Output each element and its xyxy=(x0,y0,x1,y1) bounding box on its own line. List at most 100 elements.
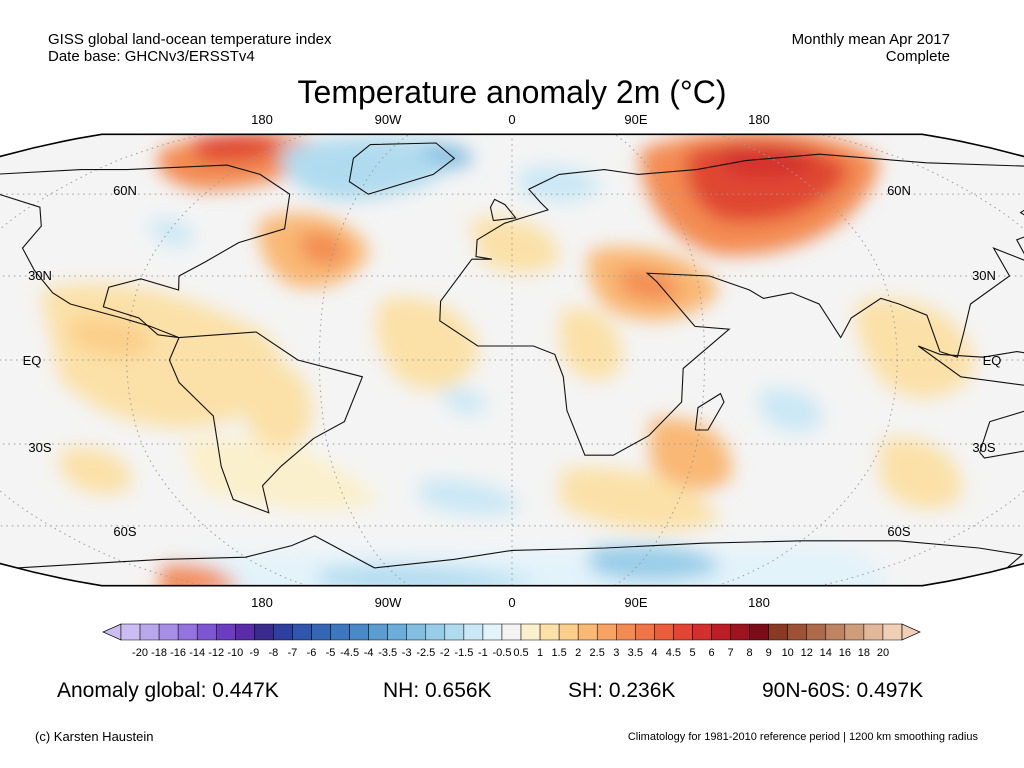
colorbar-tick-label: -18 xyxy=(151,647,167,659)
anomaly-shading xyxy=(40,134,975,586)
lat-label-right: 30S xyxy=(972,440,995,455)
colorbar-tick-label: -5 xyxy=(326,647,336,659)
colorbar-tick-label: -3.5 xyxy=(378,647,397,659)
colorbar-tick-label: -0.5 xyxy=(493,647,512,659)
colorbar-tick-label: -10 xyxy=(227,647,243,659)
colorbar-tick-label: 14 xyxy=(820,647,832,659)
colorbar-swatch xyxy=(273,623,293,641)
coast-antarctica xyxy=(16,535,1024,569)
colorbar-swatch xyxy=(558,623,579,641)
global-anomaly: Anomaly global: 0.447K xyxy=(57,679,279,702)
lat-label-right: 30N xyxy=(972,268,996,283)
graticule xyxy=(0,134,1024,586)
colorbar-swatch xyxy=(844,623,865,641)
colorbar-swatch xyxy=(311,623,331,641)
lat-label-right: EQ xyxy=(983,353,1002,368)
axis-labels: 180 90W 0 90E 180 180 90W 0 90E 180 60N 30N EQ 30S 60S… xyxy=(23,112,1002,610)
colorbar-swatch xyxy=(292,623,312,641)
colorbar-tick-label: 4 xyxy=(651,647,657,659)
colorbar-swatch xyxy=(463,623,484,641)
colorbar-swatch xyxy=(120,623,141,641)
colorbar-tick-label: -4 xyxy=(364,647,374,659)
colorbar-min-arrow xyxy=(102,623,122,641)
colorbar-tick-label: 18 xyxy=(858,647,870,659)
coast-greenland xyxy=(348,142,456,195)
longitude-line xyxy=(125,134,308,586)
lat-label-right: 60N xyxy=(887,183,911,198)
colorbar-swatch xyxy=(520,623,541,641)
colorbar-swatch xyxy=(139,623,160,641)
colorbar-swatch xyxy=(825,623,846,641)
nh-anomaly: NH: 0.656K xyxy=(383,679,492,702)
colorbar-tick-label: -1.5 xyxy=(454,647,473,659)
copyright: (c) Karsten Haustein xyxy=(35,729,154,744)
lat-label-right: 60S xyxy=(887,524,910,539)
coast-africa-europe-asia xyxy=(439,153,1024,456)
colorbar-swatch xyxy=(444,623,465,641)
lon-label-top: 0 xyxy=(508,112,515,127)
colorbar-swatch xyxy=(882,623,903,641)
colorbar-tick-label: 1 xyxy=(537,647,543,659)
lon-label-bottom: 0 xyxy=(508,595,515,610)
lat-label-left: EQ xyxy=(23,353,42,368)
colorbar-swatch xyxy=(235,623,255,641)
colorbar-swatch xyxy=(158,623,179,641)
colorbar-tick-label: 5 xyxy=(689,647,695,659)
colorbar-swatch xyxy=(501,623,522,641)
colorbar-tick-labels: -20 -18 -16 -14 -12 -10 -9 -8 -7 -6 -5 -4.5 -4 -3.5 -3… xyxy=(132,647,889,659)
map-field xyxy=(0,134,1024,586)
coast-australia xyxy=(979,390,1024,467)
coast-south-america xyxy=(168,331,364,514)
colorbar-swatch xyxy=(330,623,350,641)
colorbar-tick-label: -3 xyxy=(402,647,412,659)
coast-uk xyxy=(489,198,517,222)
colorbar-swatch xyxy=(387,623,407,641)
lon-label-top: 90W xyxy=(375,112,402,127)
colorbar-tick-label: 3 xyxy=(613,647,619,659)
colorbar-swatch xyxy=(539,623,560,641)
lon-label-top: 180 xyxy=(748,112,770,127)
sh-anomaly: SH: 0.236K xyxy=(568,679,676,702)
colorbar-swatch xyxy=(577,623,598,641)
colorbar-tick-label: -12 xyxy=(208,647,224,659)
longitude-line xyxy=(0,134,205,586)
colorbar-swatch xyxy=(196,623,217,641)
colorbar-swatch xyxy=(177,623,198,641)
map-title: Temperature anomaly 2m (°C) xyxy=(297,74,727,110)
colorbar-swatch xyxy=(768,623,788,641)
colorbar-swatch xyxy=(806,623,827,641)
colorbar-swatch xyxy=(673,623,693,641)
map-border xyxy=(0,133,1024,587)
colorbar-tick-label: -2 xyxy=(440,647,450,659)
coastlines xyxy=(0,142,1024,569)
lon-label-top: 180 xyxy=(251,112,273,127)
colorbar-swatch xyxy=(692,623,712,641)
colorbar-tick-label: 6 xyxy=(708,647,714,659)
climatology-note: Climatology for 1981-2010 reference peri… xyxy=(627,731,978,743)
colorbar-tick-label: -9 xyxy=(249,647,259,659)
colorbar-swatch xyxy=(787,623,808,641)
colorbar-swatch xyxy=(482,623,503,641)
colorbar-swatch xyxy=(596,623,617,641)
coast-indonesia xyxy=(917,345,1024,386)
coast-madagascar xyxy=(694,392,725,431)
colorbar-tick-label: 1.5 xyxy=(551,647,566,659)
colorbar-swatches xyxy=(102,623,921,641)
colorbar-swatch xyxy=(254,623,274,641)
colorbar-tick-label: -7 xyxy=(288,647,298,659)
colorbar-swatch xyxy=(635,623,655,641)
colorbar-tick-label: 0.5 xyxy=(513,647,528,659)
colorbar-tick-label: -1 xyxy=(478,647,488,659)
colorbar-swatch xyxy=(711,623,731,641)
colorbar-swatch xyxy=(616,623,636,641)
colorbar-tick-label: 3.5 xyxy=(628,647,643,659)
lat-label-left: 60S xyxy=(113,524,136,539)
colorbar-tick-label: -14 xyxy=(189,647,205,659)
longitude-line xyxy=(318,134,410,586)
lat-label-left: 30N xyxy=(28,268,52,283)
lon-label-bottom: 180 xyxy=(748,595,770,610)
colorbar-tick-label: 9 xyxy=(766,647,772,659)
polar-anomaly: 90N-60S: 0.497K xyxy=(762,679,924,702)
colorbar-tick-label: -8 xyxy=(269,647,279,659)
